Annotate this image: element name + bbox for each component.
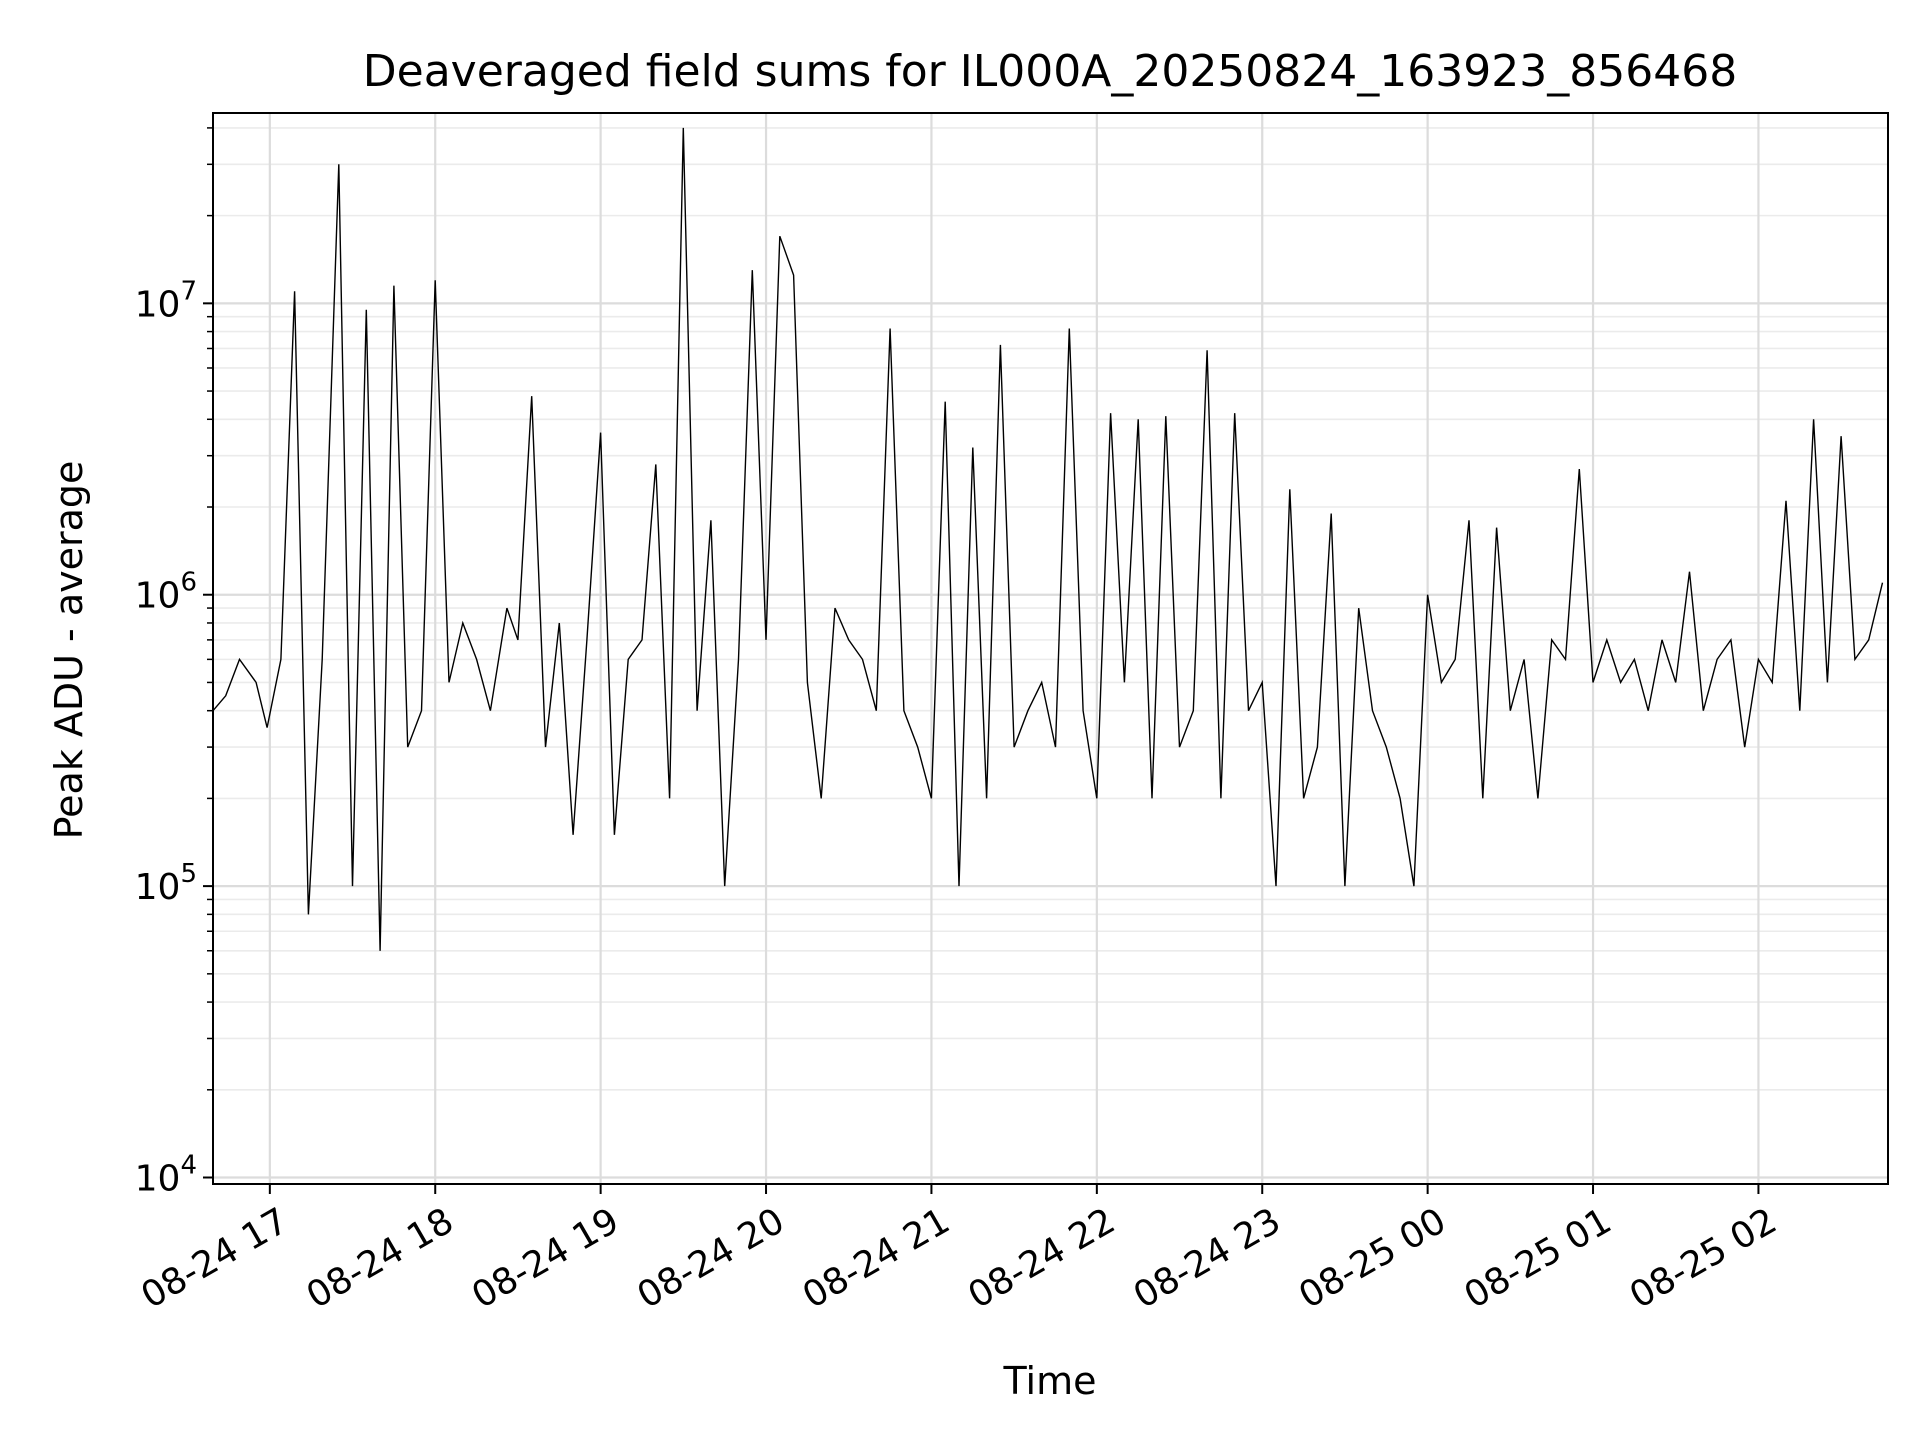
series-layer bbox=[212, 127, 1884, 951]
series-line bbox=[212, 127, 1884, 951]
y-tick-label: 107 bbox=[135, 276, 197, 325]
y-tick-exponent: 6 bbox=[180, 568, 197, 598]
chart-title: Deaveraged field sums for IL000A_2025082… bbox=[363, 46, 1737, 97]
x-axis-label: Time bbox=[1003, 1359, 1097, 1403]
y-tick-exponent: 5 bbox=[180, 859, 197, 889]
y-axis-label: Peak ADU - average bbox=[47, 461, 91, 840]
grid bbox=[213, 113, 1888, 1184]
plot-frame bbox=[212, 112, 1889, 1185]
y-tick-exponent: 4 bbox=[180, 1151, 197, 1181]
y-tick-exponent: 7 bbox=[180, 276, 197, 306]
